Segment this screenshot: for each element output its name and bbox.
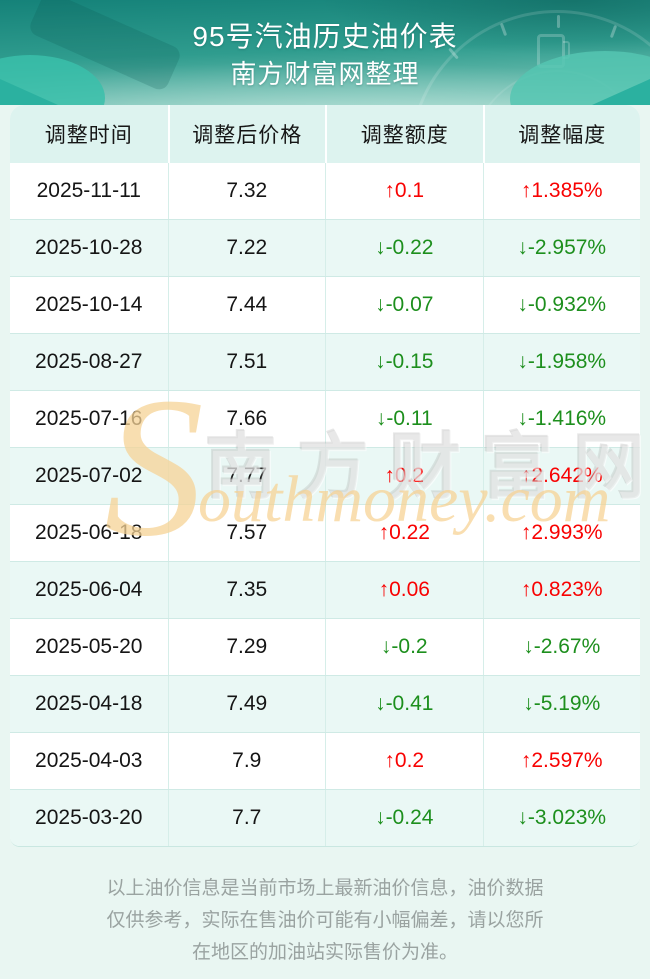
gauge-tick-icon bbox=[557, 15, 560, 28]
cell-adjust-date: 2025-03-20 bbox=[35, 806, 143, 829]
cell-adjust-date: 2025-06-18 bbox=[35, 521, 143, 544]
cell-change-amount: ↓-0.22 bbox=[325, 220, 483, 276]
cell-change-percent: ↓-3.023% bbox=[482, 790, 641, 846]
cell-change-percent: ↑2.597% bbox=[482, 733, 641, 789]
page-title: 95号汽油历史油价表 南方财富网整理 bbox=[0, 0, 650, 89]
column-header-adjusted-price: 调整后价格 bbox=[167, 105, 326, 163]
cell-adjust-date: 2025-10-14 bbox=[35, 293, 143, 316]
cell-adjusted-price: 7.35 bbox=[167, 562, 326, 618]
cell-change-amount: ↑0.06 bbox=[325, 562, 483, 618]
cell-change-amount: ↑0.2 bbox=[325, 448, 483, 504]
oil-price-table: 调整时间 调整后价格 调整额度 调整幅度 2025-11-11 7.32 ↑0.… bbox=[10, 105, 640, 847]
cell-adjusted-price: 7.22 bbox=[167, 220, 326, 276]
cell-change-amount: ↓-0.2 bbox=[325, 619, 483, 675]
table-row: 2025-04-18 7.49 ↓-0.41 ↓-5.19% bbox=[10, 675, 640, 732]
table-row: 2025-05-20 7.29 ↓-0.2 ↓-2.67% bbox=[10, 618, 640, 675]
table-row: 2025-08-27 7.51 ↓-0.15 ↓-1.958% bbox=[10, 333, 640, 390]
cell-change-amount: ↓-0.15 bbox=[325, 334, 483, 390]
cell-change-amount: ↓-0.11 bbox=[325, 391, 483, 447]
page-title-line1: 95号汽油历史油价表 bbox=[192, 21, 458, 52]
cell-change-amount: ↓-0.24 bbox=[325, 790, 483, 846]
cell-adjusted-price: 7.49 bbox=[167, 676, 326, 732]
cell-adjust-date: 2025-06-04 bbox=[35, 578, 143, 601]
cell-adjust-date: 2025-10-28 bbox=[35, 236, 143, 259]
cell-change-amount: ↓-0.07 bbox=[325, 277, 483, 333]
column-header-adjust-time: 调整时间 bbox=[44, 124, 133, 147]
cell-adjusted-price: 7.51 bbox=[167, 334, 326, 390]
table-row: 2025-03-20 7.7 ↓-0.24 ↓-3.023% bbox=[10, 789, 640, 846]
column-header-adjust-amount: 调整额度 bbox=[325, 105, 483, 163]
cell-change-amount: ↑0.1 bbox=[325, 163, 483, 219]
disclaimer-text: 以上油价信息是当前市场上最新油价信息，油价数据仅供参考，实际在售油价可能有小幅偏… bbox=[106, 878, 544, 963]
cell-adjusted-price: 7.66 bbox=[167, 391, 326, 447]
cell-change-percent: ↓-0.932% bbox=[482, 277, 641, 333]
cell-adjusted-price: 7.7 bbox=[167, 790, 326, 846]
table-row: 2025-07-02 7.77 ↑0.2 ↑2.642% bbox=[10, 447, 640, 504]
cell-adjust-date: 2025-08-27 bbox=[35, 350, 143, 373]
cell-change-percent: ↓-1.416% bbox=[482, 391, 641, 447]
cell-change-amount: ↓-0.41 bbox=[325, 676, 483, 732]
column-header-adjust-range: 调整幅度 bbox=[482, 105, 641, 163]
page-title-line2: 南方财富网整理 bbox=[230, 59, 420, 89]
cell-adjust-date: 2025-07-16 bbox=[35, 407, 143, 430]
table-header-row: 调整时间 调整后价格 调整额度 调整幅度 bbox=[10, 105, 640, 163]
cell-change-percent: ↑1.385% bbox=[482, 163, 641, 219]
table-row: 2025-11-11 7.32 ↑0.1 ↑1.385% bbox=[10, 163, 640, 219]
cell-change-percent: ↓-2.67% bbox=[482, 619, 641, 675]
cell-adjusted-price: 7.9 bbox=[167, 733, 326, 789]
cell-change-percent: ↑2.993% bbox=[482, 505, 641, 561]
table-row: 2025-04-03 7.9 ↑0.2 ↑2.597% bbox=[10, 732, 640, 789]
cell-adjusted-price: 7.29 bbox=[167, 619, 326, 675]
table-row: 2025-07-16 7.66 ↓-0.11 ↓-1.416% bbox=[10, 390, 640, 447]
cell-change-amount: ↑0.22 bbox=[325, 505, 483, 561]
cell-change-percent: ↑0.823% bbox=[482, 562, 641, 618]
cell-adjust-date: 2025-07-02 bbox=[35, 464, 143, 487]
cell-adjusted-price: 7.57 bbox=[167, 505, 326, 561]
cell-adjust-date: 2025-11-11 bbox=[36, 179, 141, 202]
table-row: 2025-06-18 7.57 ↑0.22 ↑2.993% bbox=[10, 504, 640, 561]
cell-adjust-date: 2025-04-03 bbox=[35, 749, 143, 772]
cell-adjusted-price: 7.44 bbox=[167, 277, 326, 333]
cell-change-percent: ↑2.642% bbox=[482, 448, 641, 504]
cell-change-percent: ↓-2.957% bbox=[482, 220, 641, 276]
cell-adjusted-price: 7.77 bbox=[167, 448, 326, 504]
table-body: 2025-11-11 7.32 ↑0.1 ↑1.385% 2025-10-28 … bbox=[10, 163, 640, 846]
table-row: 2025-10-28 7.22 ↓-0.22 ↓-2.957% bbox=[10, 219, 640, 276]
table-row: 2025-06-04 7.35 ↑0.06 ↑0.823% bbox=[10, 561, 640, 618]
table-row: 2025-10-14 7.44 ↓-0.07 ↓-0.932% bbox=[10, 276, 640, 333]
cell-adjust-date: 2025-05-20 bbox=[35, 635, 143, 658]
cell-change-percent: ↓-1.958% bbox=[482, 334, 641, 390]
cell-adjusted-price: 7.32 bbox=[167, 163, 326, 219]
cell-change-amount: ↑0.2 bbox=[325, 733, 483, 789]
cell-change-percent: ↓-5.19% bbox=[482, 676, 641, 732]
header-banner: 95号汽油历史油价表 南方财富网整理 bbox=[0, 0, 650, 105]
cell-adjust-date: 2025-04-18 bbox=[35, 692, 143, 715]
